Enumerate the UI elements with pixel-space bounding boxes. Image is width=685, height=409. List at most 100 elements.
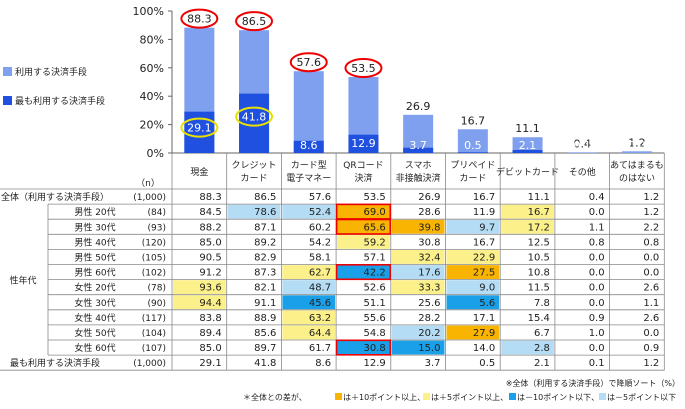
cell-value: 5.6 (479, 298, 495, 309)
cell-value: 91.2 (199, 268, 221, 279)
row-label: 女性 60代 (74, 342, 115, 354)
y-tick-label: 100% (133, 5, 164, 18)
row-label: 女性 20代 (74, 282, 115, 294)
cell-value: 85.0 (199, 343, 221, 354)
cell-value: 64.4 (309, 328, 331, 339)
row-n: (117) (142, 314, 166, 324)
cell-value: 16.7 (473, 237, 495, 248)
cell-value: 89.2 (254, 237, 276, 248)
cell-value: 0.0 (589, 298, 605, 309)
row-label: 女性 50代 (74, 327, 115, 339)
cell-value: 0.8 (589, 237, 605, 248)
legend-swatch (3, 96, 12, 105)
category-label: カード型 (291, 160, 327, 171)
cell-value: 2.6 (643, 283, 659, 294)
cell-value: 83.8 (199, 313, 221, 324)
cell-value: 28.2 (418, 313, 440, 324)
category-label: のはない (619, 173, 655, 184)
row-n: (1,000) (133, 359, 166, 369)
cell-value: 88.2 (199, 222, 221, 233)
cell-value: 91.1 (254, 298, 276, 309)
cell-value: 16.7 (528, 207, 550, 218)
cell-value: 22.9 (473, 252, 495, 263)
cell-value: 3.7 (425, 358, 441, 369)
cell-value: 0.0 (589, 207, 605, 218)
row-n: (1,000) (133, 193, 166, 203)
cell-value: 78.6 (254, 207, 276, 218)
cell-value: 0.0 (643, 268, 659, 279)
cell-value: 1.0 (589, 328, 605, 339)
cell-value: 25.6 (418, 298, 440, 309)
group-label: 性年代 (9, 275, 36, 287)
category-label: クレジット (232, 160, 277, 171)
cell-value: 61.7 (309, 343, 331, 354)
category-label: 電子マネー (286, 173, 331, 184)
cell-value: 9.0 (479, 283, 495, 294)
bar-most-used-label: 0.5 (464, 139, 482, 152)
cell-value: 88.3 (199, 192, 221, 203)
cell-value: 1.1 (643, 298, 659, 309)
note-legend-swatch (423, 393, 430, 400)
row-label: 男性 50代 (74, 251, 115, 263)
cell-value: 0.0 (643, 328, 659, 339)
y-tick-label: 40% (140, 90, 164, 103)
cell-value: 52.6 (364, 283, 386, 294)
bar-most-used-label: 2.1 (519, 139, 537, 152)
cell-value: 0.0 (589, 343, 605, 354)
note-legend-text: は＋10ポイント以上、 (343, 393, 425, 402)
cell-value: 54.2 (309, 237, 331, 248)
cell-value: 82.9 (254, 252, 276, 263)
bar-most-used-label: 0.1 (574, 139, 592, 152)
bar-used-label: 86.5 (242, 15, 267, 28)
note-legend-swatch (335, 393, 342, 400)
row-n: (84) (148, 208, 166, 218)
cell-value: 87.1 (254, 222, 276, 233)
cell-value: 14.0 (473, 343, 495, 354)
cell-value: 29.1 (199, 358, 221, 369)
y-tick-label: 20% (140, 119, 164, 132)
cell-value: 6.7 (534, 328, 550, 339)
category-label: 現金 (190, 166, 208, 178)
note-legend-text: は－5ポイント以下 (607, 393, 676, 402)
cell-value: 27.5 (473, 268, 495, 279)
cell-value: 87.3 (254, 268, 276, 279)
cell-value: 69.0 (364, 207, 386, 218)
bar-used-label: 53.5 (351, 62, 376, 75)
cell-value: 63.2 (309, 313, 331, 324)
note-legend-swatch (509, 393, 516, 400)
row-label: 女性 40代 (74, 312, 115, 324)
cell-value: 52.4 (309, 207, 331, 218)
cell-value: 0.1 (589, 358, 605, 369)
bar-most-used-label: 29.1 (187, 122, 212, 135)
cell-value: 85.0 (199, 237, 221, 248)
cell-value: 84.5 (199, 207, 221, 218)
bar-used-label: 26.9 (406, 100, 431, 113)
row-label: 男性 60代 (74, 267, 115, 279)
cell-value: 27.9 (473, 328, 495, 339)
cell-value: 62.7 (309, 268, 331, 279)
cell-value: 65.6 (364, 222, 386, 233)
bar-used-label: 16.7 (461, 114, 486, 127)
cell-value: 53.5 (364, 192, 386, 203)
cell-value: 94.4 (199, 298, 221, 309)
cell-value: 57.1 (364, 252, 386, 263)
cell-value: 17.1 (473, 313, 495, 324)
bar-most-used-label: 3.7 (409, 139, 427, 152)
cell-value: 0.0 (589, 268, 605, 279)
category-label: スマホ (405, 160, 432, 171)
category-label: あてはまるも (610, 160, 664, 171)
bar-most-used-label: 0.0 (628, 139, 646, 152)
cell-value: 51.1 (364, 298, 386, 309)
y-tick-label: 60% (140, 62, 164, 75)
cell-value: 28.6 (418, 207, 440, 218)
cell-value: 20.2 (418, 328, 440, 339)
category-label: QRコード (343, 161, 383, 171)
cell-value: 2.8 (534, 343, 550, 354)
cell-value: 45.6 (309, 298, 331, 309)
cell-value: 17.2 (528, 222, 550, 233)
cell-value: 86.5 (254, 192, 276, 203)
cell-value: 88.9 (254, 313, 276, 324)
cell-value: 89.4 (199, 328, 221, 339)
bar-used-label: 11.1 (515, 122, 540, 135)
